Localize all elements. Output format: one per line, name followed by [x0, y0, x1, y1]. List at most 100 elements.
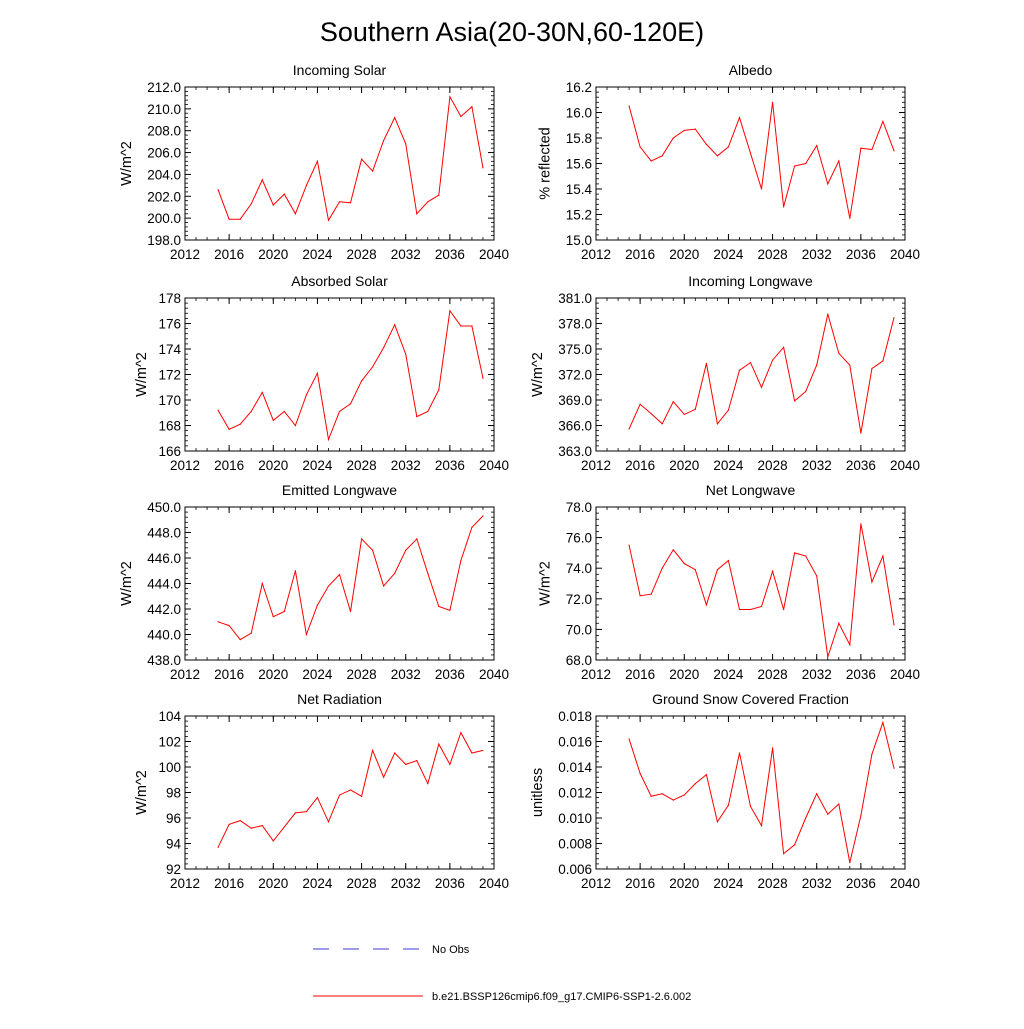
data-point: [239, 819, 241, 822]
panel-title: Emitted Longwave: [282, 482, 397, 498]
x-tick-label: 2016: [214, 458, 244, 473]
data-point: [416, 213, 418, 215]
data-point: [727, 559, 730, 562]
y-tick-label: 15.0: [566, 233, 592, 248]
y-axis-title: W/m^2: [538, 561, 554, 606]
y-tick-label: 372.0: [558, 368, 592, 383]
y-axis-title: unitless: [530, 768, 546, 817]
data-point: [294, 424, 296, 427]
data-point: [794, 400, 796, 402]
data-point: [639, 595, 641, 597]
y-tick-label: 174: [158, 342, 181, 357]
data-point: [338, 573, 341, 576]
data-point: [261, 582, 263, 585]
data-point: [783, 853, 785, 855]
data-point: [338, 201, 341, 203]
data-point: [482, 377, 484, 379]
data-point: [816, 793, 818, 795]
data-point: [683, 129, 685, 131]
y-tick-label: 202.0: [147, 189, 181, 204]
y-tick-label: 378.0: [558, 317, 592, 332]
data-point: [460, 559, 462, 562]
data-point: [360, 380, 363, 382]
data-point: [372, 549, 374, 551]
y-tick-label: 0.012: [558, 786, 592, 801]
data-point: [760, 825, 763, 827]
data-point: [827, 813, 829, 815]
data-point: [228, 428, 230, 430]
x-tick-label: 2024: [302, 667, 333, 682]
data-point: [460, 731, 462, 734]
data-point: [283, 193, 285, 195]
data-point: [749, 608, 752, 611]
data-point: [316, 797, 319, 799]
x-tick-label: 2032: [802, 876, 832, 891]
data-point: [893, 624, 895, 626]
data-point: [650, 795, 652, 797]
data-point: [628, 544, 630, 546]
panel-title: Incoming Longwave: [688, 273, 813, 289]
data-point: [760, 386, 763, 388]
data-point: [827, 656, 829, 658]
y-tick-label: 68.0: [566, 653, 592, 668]
x-tick-label: 2032: [802, 667, 832, 682]
data-point: [217, 846, 219, 848]
x-tick-label: 2016: [214, 876, 244, 891]
data-point: [860, 814, 862, 817]
x-tick-label: 2028: [347, 247, 377, 262]
data-point: [805, 555, 807, 557]
data-point: [893, 316, 895, 319]
data-point: [838, 803, 840, 805]
x-tick-label: 2036: [846, 876, 876, 891]
data-point: [427, 201, 429, 203]
x-tick-label: 2024: [713, 876, 744, 891]
y-tick-label: 381.0: [558, 291, 592, 306]
y-tick-label: 74.0: [566, 561, 592, 576]
data-point: [416, 760, 418, 762]
data-point: [294, 812, 296, 814]
y-tick-label: 200.0: [147, 211, 181, 226]
data-point: [783, 346, 785, 348]
data-point: [849, 644, 851, 646]
data-point: [482, 749, 484, 752]
x-tick-label: 2012: [581, 458, 611, 473]
data-point: [749, 362, 752, 364]
y-tick-label: 78.0: [566, 500, 592, 515]
x-tick-label: 2016: [214, 667, 244, 682]
data-point: [482, 515, 484, 517]
panel-title: Net Longwave: [706, 482, 796, 498]
data-point: [672, 549, 674, 551]
data-point: [661, 793, 663, 795]
data-point: [827, 183, 829, 185]
data-point: [239, 639, 241, 641]
data-point: [860, 523, 862, 525]
data-point: [438, 605, 440, 608]
data-point: [694, 782, 696, 785]
data-point: [250, 827, 252, 829]
data-point: [217, 189, 219, 191]
x-tick-label: 2012: [170, 667, 200, 682]
data-point: [672, 401, 674, 403]
data-point: [294, 570, 296, 572]
y-tick-label: 366.0: [558, 419, 592, 434]
data-point: [471, 526, 473, 529]
data-point: [394, 117, 396, 119]
y-tick-label: 206.0: [147, 146, 181, 161]
data-point: [716, 155, 718, 157]
y-tick-label: 170: [158, 393, 181, 408]
data-point: [694, 569, 696, 571]
y-axis-title: % reflected: [538, 127, 554, 200]
data-point: [449, 609, 451, 611]
data-point: [849, 217, 851, 219]
data-point: [794, 552, 796, 554]
data-point: [738, 117, 741, 119]
data-point: [283, 410, 285, 413]
data-point: [261, 391, 263, 393]
x-tick-label: 2032: [391, 667, 421, 682]
x-tick-label: 2040: [479, 876, 509, 891]
data-point: [471, 106, 473, 108]
data-point: [261, 179, 263, 181]
data-point: [239, 423, 241, 425]
data-point: [394, 324, 396, 326]
data-point: [816, 575, 818, 577]
